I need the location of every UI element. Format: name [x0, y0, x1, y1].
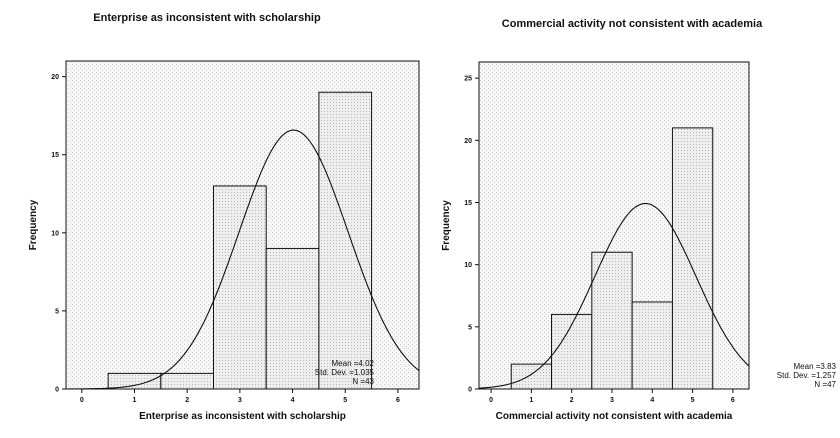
chart-2-y-tick-label-0: 0	[468, 387, 472, 394]
chart-1-x-tick-label-2: 2	[185, 397, 189, 404]
chart-1-sd: Std. Dev. =1.035	[314, 368, 374, 377]
chart-1-y-tick-label-15: 15	[51, 152, 59, 159]
chart-1-x-tick-label-1: 1	[133, 397, 137, 404]
chart-2-y-tick-label-20: 20	[464, 138, 472, 145]
chart-1-x-tick-label-6: 6	[396, 397, 400, 404]
chart-1-x-tick-label-3: 3	[238, 397, 242, 404]
chart-2-bar-4	[631, 301, 673, 390]
chart-1-y-tick-label-5: 5	[55, 308, 59, 315]
chart-1-y-axis-label: Frequency	[28, 199, 39, 250]
chart-1-y-tick-label-20: 20	[51, 74, 59, 81]
chart-2-plot: 0 1 2 3 4 5 6 0 5 10 15 20 25 Commercial activity not…	[441, 61, 750, 422]
chart-2-x-tick-label-0: 0	[489, 397, 493, 404]
chart-2-title: Commercial activity not consistent with …	[501, 18, 763, 30]
chart-2-normal-curve	[478, 202, 750, 389]
chart-2-bar-3	[591, 251, 633, 390]
chart-2-bar-1	[510, 363, 553, 390]
chart-1-x-tick-label-4: 4	[291, 397, 295, 404]
chart-2-x-tick-label-6: 6	[731, 397, 735, 404]
chart-1-n: N =43	[352, 377, 374, 386]
chart-2-y-tick-label-15: 15	[464, 200, 472, 207]
chart-2-y-tick-label-5: 5	[468, 324, 472, 331]
chart-1-y-tick-label-10: 10	[51, 230, 59, 237]
chart-1-title: Enterprise as inconsistent with scholars…	[93, 12, 321, 24]
chart-1-bar-1	[107, 372, 162, 390]
chart-1-x-axis-label: Enterprise as inconsistent with scholars…	[139, 411, 346, 422]
chart-1-bar-3	[213, 185, 267, 390]
chart-1-mean: Mean =4.02	[331, 359, 374, 368]
chart-2-x-tick-label-1: 1	[529, 397, 533, 404]
chart-1-x-tick-label-5: 5	[343, 397, 347, 404]
chart-2-y-tick-label-25: 25	[464, 76, 472, 83]
chart-2-sd: Std. Dev. =1.257	[776, 371, 836, 380]
chart-2-n: N =47	[814, 380, 836, 389]
chart-1-x-tick-label-0: 0	[80, 397, 84, 404]
chart-2-x-tick-label-3: 3	[610, 397, 614, 404]
chart-1-y-tick-label-0: 0	[55, 387, 59, 394]
chart-2-stats: Mean =3.83 Std. Dev. =1.257 N =47	[777, 362, 836, 389]
chart-1-normal-curve	[66, 129, 420, 390]
chart-2-x-tick-label-4: 4	[650, 397, 654, 404]
chart-2-x-axis-label: Commercial activity not consistent with …	[496, 411, 733, 422]
chart-2-mean: Mean =3.83	[793, 362, 836, 371]
chart-2-y-tick-label-10: 10	[464, 262, 472, 269]
chart-1-stats: Mean =4.02 Std. Dev. =1.035 N =43	[315, 359, 374, 386]
chart-1-plot: 0 1 2 3 4 5 6 0 5 10 15 20 Enterprise as inconsisten…	[28, 60, 420, 422]
chart-2-x-tick-label-5: 5	[691, 397, 695, 404]
chart-2-y-axis-label: Frequency	[441, 200, 452, 251]
chart-2-x-tick-label-2: 2	[570, 397, 574, 404]
chart-1-bar-2	[160, 372, 215, 390]
chart-1-bar-5	[318, 91, 373, 390]
chart-2-bar-5	[671, 127, 714, 390]
chart-1-bar-4	[265, 247, 320, 390]
